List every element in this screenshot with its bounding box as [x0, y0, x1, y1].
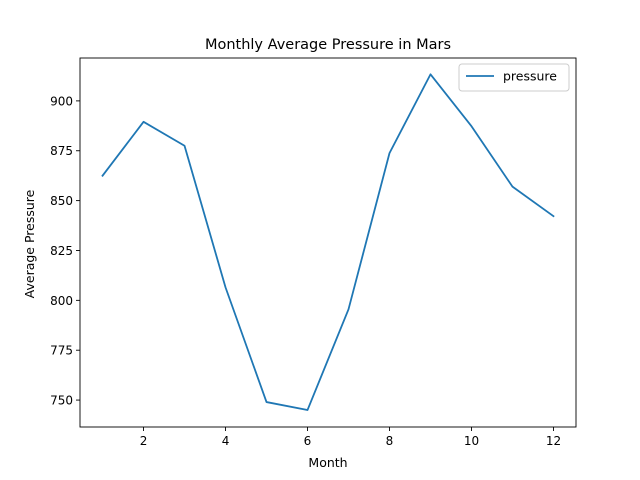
plot-frame [79, 57, 577, 428]
x-tick-label: 2 [140, 434, 148, 448]
y-axis-ticks: 750 775 800 825 850 875 900 [50, 94, 80, 408]
y-axis-label: Average Pressure [22, 189, 37, 298]
x-tick-label: 12 [546, 434, 561, 448]
y-tick-label: 850 [50, 194, 73, 208]
y-tick-label: 875 [50, 144, 73, 158]
x-tick-label: 8 [386, 434, 394, 448]
x-tick-label: 4 [222, 434, 230, 448]
chart-title: Monthly Average Pressure in Mars [205, 37, 451, 53]
x-axis-ticks: 2 4 6 8 10 12 [140, 427, 561, 448]
plot-area [79, 57, 577, 428]
y-tick-label: 800 [50, 294, 73, 308]
y-tick-label: 825 [50, 244, 73, 258]
x-tick-label: 6 [304, 434, 312, 448]
x-tick-label: 10 [464, 434, 479, 448]
y-tick-label: 750 [50, 394, 73, 408]
legend-box [458, 63, 570, 92]
x-axis-label: Month [308, 455, 347, 470]
series-layer [101, 73, 555, 411]
y-tick-label: 900 [50, 94, 73, 108]
y-tick-label: 775 [50, 344, 73, 358]
legend-label-pressure: pressure [503, 69, 557, 84]
legend: pressure [458, 63, 570, 92]
series-line-pressure [101, 73, 555, 411]
